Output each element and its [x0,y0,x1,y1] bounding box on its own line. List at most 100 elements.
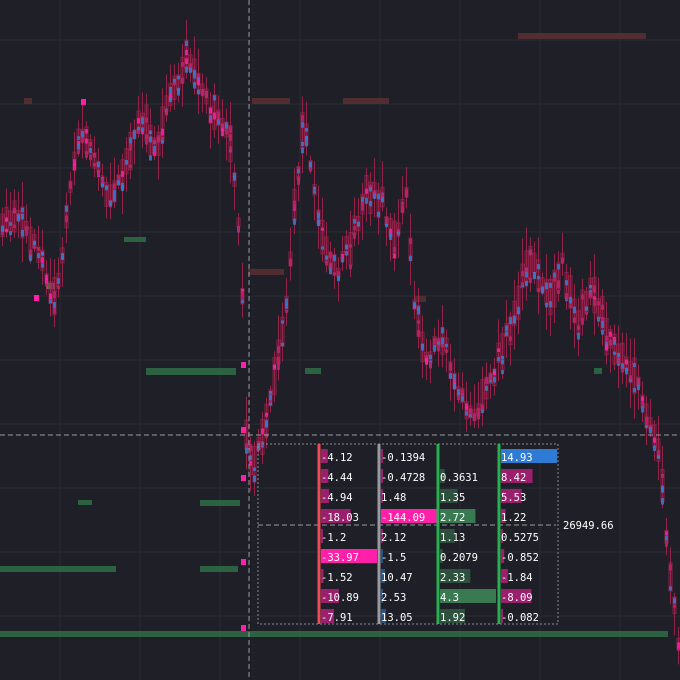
cell-bar [321,529,323,543]
candle-segment [453,378,456,386]
candle-segment [201,89,204,96]
cell-bar [321,589,339,603]
candle-segment [77,143,80,149]
candle-marker [241,625,246,631]
candle-segment [617,357,620,364]
candle-segment [269,402,272,406]
cell-bar [321,549,377,563]
candle-segment [341,258,344,263]
candle-segment [353,232,356,239]
candle-segment [89,148,92,153]
candle-body [212,94,217,130]
candle-segment [337,271,340,277]
candle-segment [293,203,296,210]
cell-bar [501,489,522,503]
candle-segment [333,272,336,276]
candle-segment [401,205,404,212]
volume-zone [146,368,236,375]
candle-segment [293,200,296,207]
candle-body [280,316,285,347]
candle-segment [493,376,496,383]
candle-segment [5,228,8,233]
candle-segment [633,363,636,368]
candle-segment [77,136,80,140]
candle-body [20,206,25,239]
candle-segment [389,228,392,234]
volume-zone [414,296,426,302]
candle-segment [133,130,136,136]
table-frame [257,443,559,625]
candle-segment [297,169,300,174]
volume-zone [24,98,32,104]
candle-segment [621,367,624,373]
candle-segment [301,141,304,147]
candle-segment [661,497,664,505]
footprint-table: -4.12 -4.44 -4.94 -18.03 -1.2 -33.97 -1.52 -10.… [257,443,559,625]
candle-segment [69,181,72,186]
candle-segment [561,257,564,264]
candle-segment [25,229,28,237]
candle-segment [129,164,132,168]
candle-segment [281,320,284,324]
candle-segment [253,475,256,483]
candle-segment [457,389,460,396]
candle-segment [189,63,192,68]
cell-bar [321,509,351,523]
candle-segment [597,301,600,306]
candle-segment [485,385,488,391]
candle-segment [197,89,200,95]
candle-segment [357,221,360,226]
candle-segment [93,153,96,157]
cell-bar [501,529,503,543]
candle-segment [501,370,504,375]
candle-segment [45,274,48,281]
candle-segment [145,117,148,123]
candle-segment [73,159,76,166]
candle-segment [65,205,68,212]
candle-body [0,213,5,238]
candle-segment [209,118,212,123]
candle-body [516,285,521,320]
candle-segment [665,535,668,541]
candle-body [172,75,177,100]
candle-segment [329,268,332,275]
candle-segment [85,151,88,158]
candle-segment [413,303,416,308]
candle-segment [465,403,468,410]
volume-zone [305,368,321,374]
candle-segment [81,138,84,144]
candle-segment [337,276,340,280]
table-cell: -0.082 [501,612,539,624]
table-cell: -1.52 [321,572,353,584]
table-cell: -33.97 [321,552,359,564]
candle-body [628,360,633,384]
candle-segment [425,357,428,362]
candle-segment [349,244,352,248]
candle-segment [157,136,160,143]
candle-segment [161,140,164,144]
candle-segment [557,282,560,289]
candle-segment [217,119,220,125]
candle-segment [545,302,548,308]
candle-segment [637,384,640,391]
candle-body [208,106,213,124]
candle-segment [97,161,100,168]
candle-segment [601,321,604,328]
cell-bar [321,609,335,623]
candle-segment [33,240,36,246]
candle-segment [117,179,120,186]
table-cell: 10.47 [381,572,413,584]
volume-zone [0,566,116,572]
volume-zone [518,33,646,39]
volume-zone [248,269,284,275]
candle-segment [113,189,116,196]
candle-segment [465,411,468,416]
candle-segment [617,352,620,358]
table-cell: -0.852 [501,552,539,564]
candle-segment [329,262,332,268]
volume-zone [78,500,92,505]
candle-segment [93,163,96,167]
cell-bar [440,509,476,523]
candle-segment [261,428,264,435]
